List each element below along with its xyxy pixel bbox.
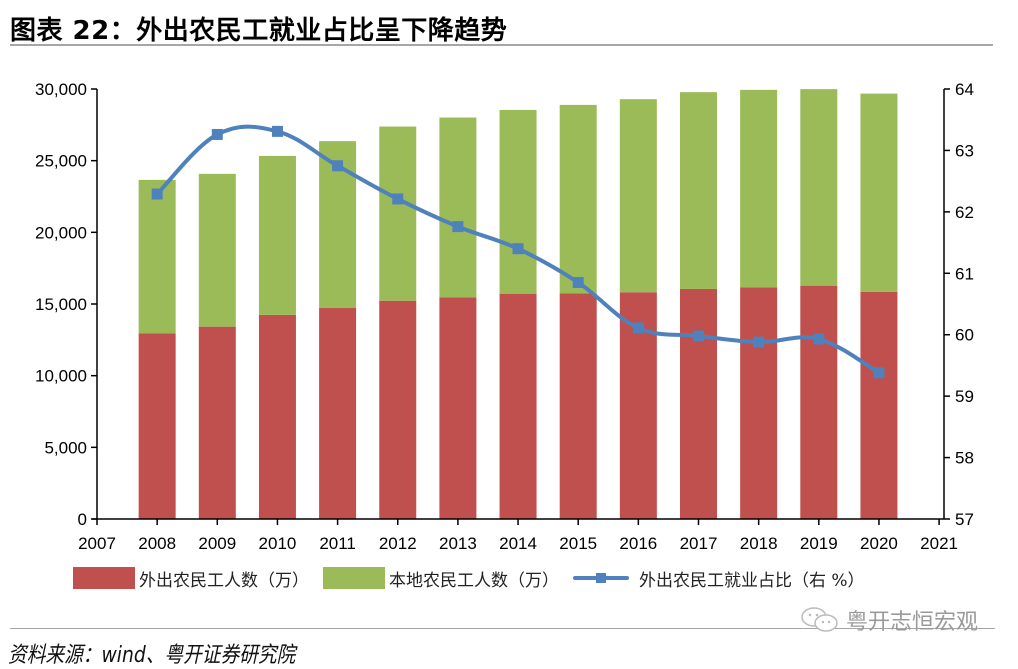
bar-migrant-2017 — [680, 288, 717, 519]
source-divider — [10, 628, 995, 629]
chart-plot: 0 5,000 10,000 15,000 20,000 25,000 30,000 57 58… — [35, 80, 974, 553]
legend-label-migrant: 外出农民工人数（万） — [139, 570, 309, 591]
bar-migrant-2020 — [860, 291, 898, 519]
point-share-2017 — [693, 330, 704, 342]
point-share-2018 — [753, 336, 765, 348]
point-share-2019 — [813, 333, 825, 345]
point-share-2008 — [151, 188, 163, 200]
x-tick-label: 2016 — [619, 534, 657, 553]
y-tick-label-left: 20,000 — [35, 223, 87, 242]
point-share-2013 — [452, 221, 464, 233]
y-tick-label-left: 10,000 — [35, 367, 87, 386]
legend: 外出农民工人数（万） 本地农民工人数（万） 外出农民工就业占比（右 %） — [73, 565, 879, 591]
x-tick-label: 2009 — [198, 534, 236, 553]
legend-item-local: 本地农民工人数（万） — [323, 566, 559, 591]
y-tick-label-right: 62 — [955, 203, 974, 222]
y-tick-label-left: 25,000 — [35, 152, 87, 171]
legend-item-migrant: 外出农民工人数（万） — [73, 566, 309, 591]
bar-local-2019 — [800, 89, 838, 286]
bar-local-2018 — [740, 89, 778, 288]
bar-migrant-2009 — [198, 326, 236, 519]
point-share-2009 — [211, 128, 223, 140]
point-share-2015 — [572, 277, 584, 288]
line-layer — [151, 124, 885, 379]
point-share-2014 — [512, 243, 524, 255]
x-tick-label: 2018 — [740, 534, 778, 553]
x-tick-label: 2015 — [559, 534, 597, 553]
bar-migrant-2008 — [138, 333, 176, 519]
y-tick-label-right: 57 — [955, 510, 974, 529]
bar-local-2008 — [138, 179, 176, 334]
x-tick-label: 2010 — [259, 534, 297, 553]
wechat-icon — [800, 606, 842, 634]
source-note: 资料来源：wind、粤开证券研究院 — [8, 643, 296, 668]
bar-local-2013 — [439, 117, 477, 298]
title-divider — [10, 44, 993, 46]
point-share-2011 — [332, 160, 344, 172]
y-tick-label-left: 15,000 — [35, 295, 87, 314]
x-tick-label: 2008 — [138, 534, 176, 553]
y-tick-label-right: 61 — [955, 264, 974, 283]
bar-migrant-2011 — [319, 308, 357, 519]
legend-swatch-local — [323, 567, 385, 589]
point-share-2020 — [873, 367, 885, 379]
bar-migrant-2010 — [258, 314, 296, 519]
x-tick-label: 2014 — [499, 534, 537, 553]
y-tick-label-left: 30,000 — [35, 80, 87, 99]
bar-migrant-2015 — [559, 293, 597, 519]
y-tick-label-right: 64 — [955, 80, 974, 99]
bar-migrant-2012 — [379, 300, 417, 519]
bar-migrant-2014 — [499, 293, 537, 519]
bar-migrant-2013 — [439, 297, 477, 519]
axes-layer: 0 5,000 10,000 15,000 20,000 25,000 30,000 57 58… — [35, 80, 974, 553]
y-tick-label-left: 5,000 — [44, 438, 87, 457]
x-tick-label: 2007 — [78, 534, 116, 553]
bar-local-2020 — [860, 93, 898, 292]
x-tick-label: 2012 — [379, 534, 417, 553]
x-tick-label: 2019 — [800, 534, 838, 553]
bars-layer — [138, 89, 898, 519]
legend-item-share: 外出农民工就业占比（右 %） — [573, 566, 865, 591]
legend-label-local: 本地农民工人数（万） — [389, 570, 559, 591]
x-tick-label: 2020 — [860, 534, 898, 553]
watermark-text: 粤开志恒宏观 — [846, 610, 979, 635]
y-tick-label-left: 0 — [78, 510, 87, 529]
bar-local-2012 — [379, 126, 417, 301]
bar-migrant-2019 — [800, 285, 838, 519]
bar-local-2014 — [499, 109, 537, 294]
y-tick-label-right: 60 — [955, 326, 974, 345]
point-share-2012 — [392, 193, 404, 205]
bar-local-2017 — [680, 92, 717, 289]
bar-local-2009 — [198, 173, 236, 327]
x-tick-label: 2013 — [439, 534, 477, 553]
bar-local-2016 — [619, 99, 657, 293]
x-tick-label: 2021 — [920, 534, 958, 553]
point-share-2016 — [632, 322, 644, 334]
legend-swatch-migrant — [73, 567, 135, 589]
x-tick-label: 2017 — [680, 534, 718, 553]
point-share-2010 — [271, 125, 283, 137]
x-tick-label: 2011 — [319, 534, 356, 553]
bar-migrant-2018 — [740, 287, 778, 519]
y-tick-label-right: 63 — [955, 141, 974, 160]
y-tick-label-right: 58 — [955, 449, 974, 468]
watermark: 粤开志恒宏观 — [800, 604, 978, 636]
bar-local-2015 — [559, 104, 597, 294]
y-tick-label-right: 59 — [955, 387, 974, 406]
legend-label-share: 外出农民工就业占比（右 %） — [639, 570, 865, 591]
legend-swatch-share — [573, 567, 629, 589]
chart-title: 图表 22：外出农民工就业占比呈下降趋势 — [10, 16, 508, 46]
bar-local-2010 — [258, 155, 296, 315]
